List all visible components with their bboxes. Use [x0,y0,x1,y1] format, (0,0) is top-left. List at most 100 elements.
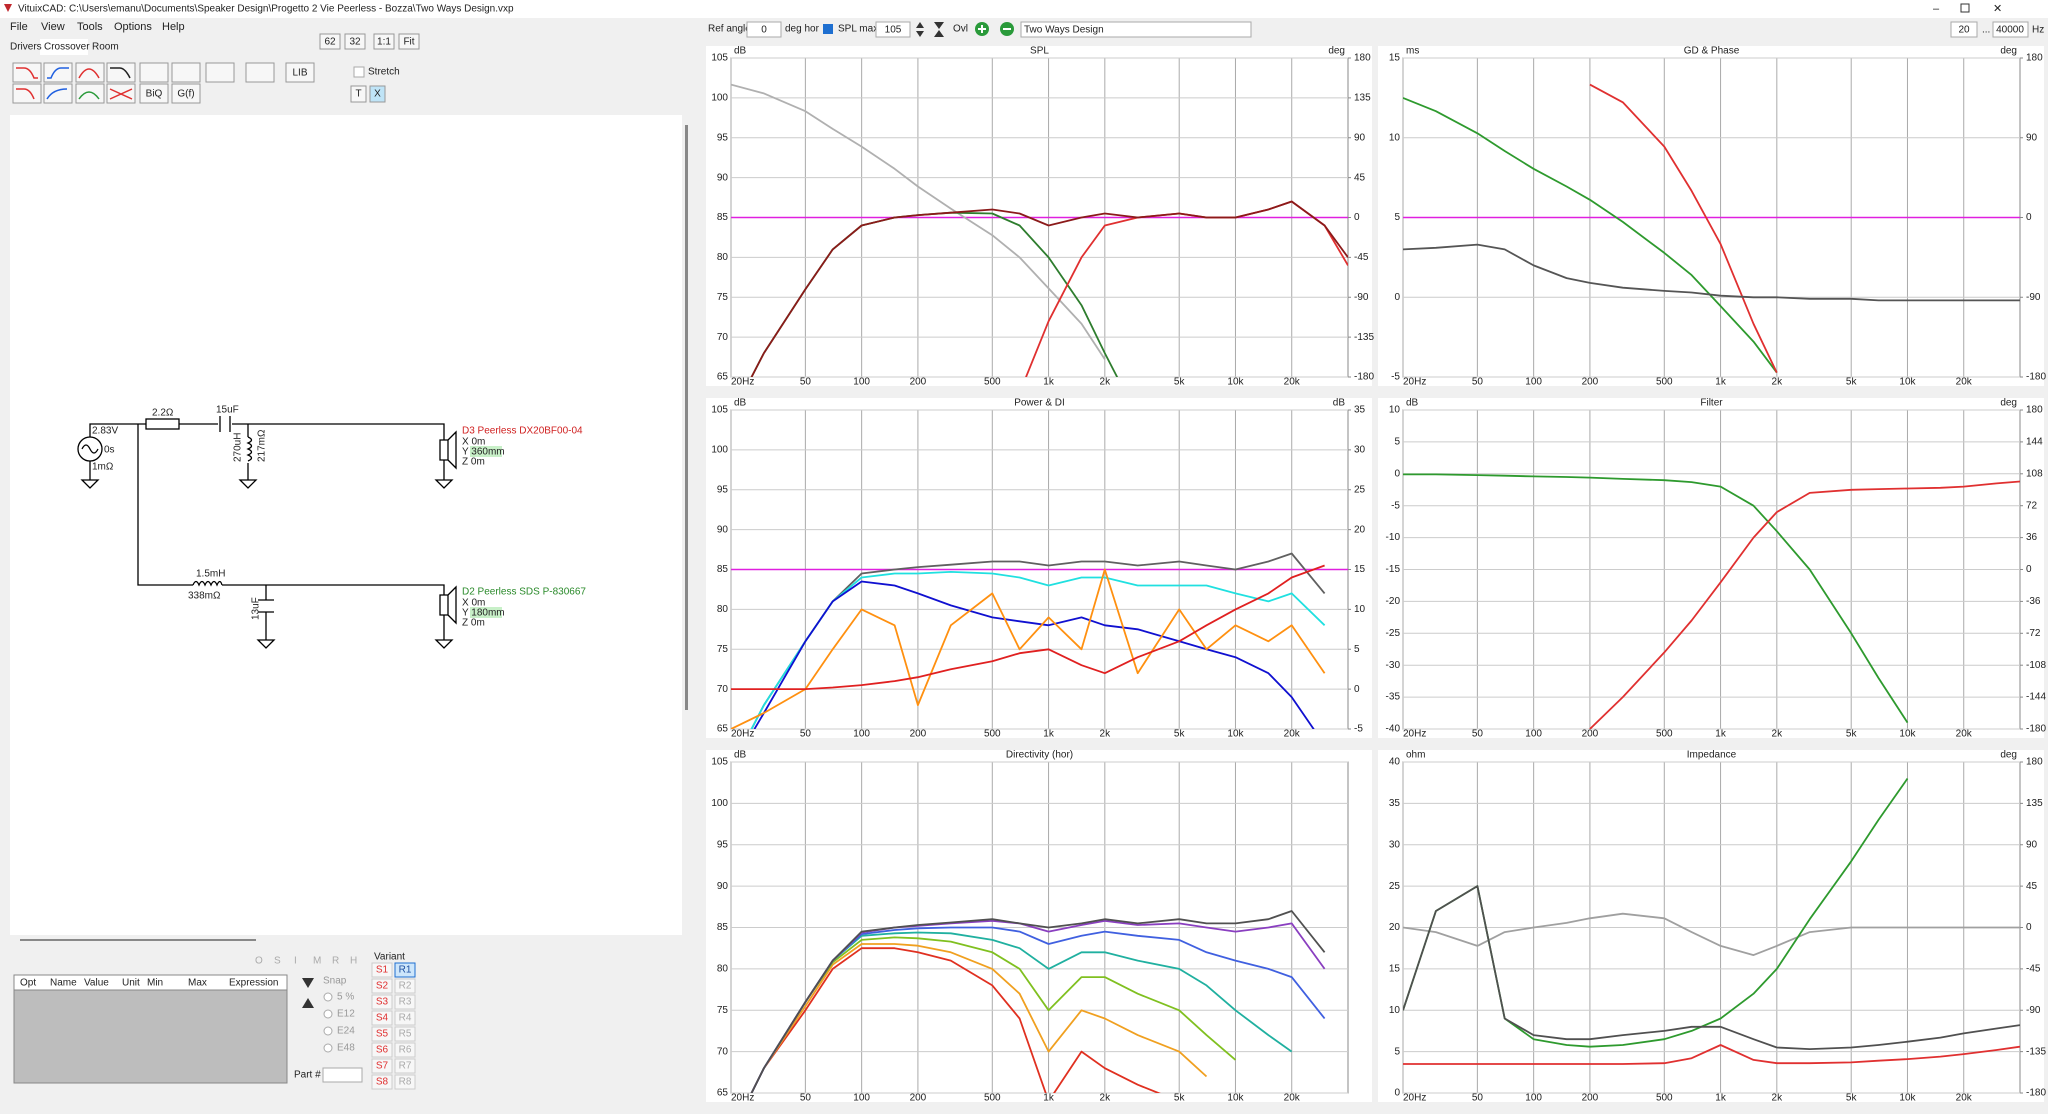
tool-button[interactable] [75,83,105,104]
spl-max-checkbox[interactable] [823,24,833,34]
part-label: Part # [294,1070,321,1081]
x-tick-label: 500 [1656,1093,1673,1104]
x-tick-label: 10k [1227,1093,1244,1104]
s-button[interactable] [371,978,393,994]
maximize[interactable] [1960,3,1970,13]
resistor [145,418,180,430]
r-button[interactable] [394,1058,416,1074]
snap-option: E24 [337,1026,355,1037]
s-button[interactable] [371,962,393,978]
snap-radio[interactable] [323,1009,333,1019]
y-tick-label: 0 [1394,292,1400,303]
tool-button[interactable] [75,62,105,83]
tab[interactable]: Room [92,42,119,53]
opt-button[interactable]: O [255,956,263,967]
y2-tick-label: 180 [2026,53,2043,64]
opt-button[interactable]: R [332,956,339,967]
r-button[interactable] [394,978,416,994]
s-button[interactable] [371,1010,393,1026]
source-resistance: 1mΩ [92,462,114,473]
y2-unit: deg [2000,46,2017,57]
tool-button[interactable] [139,83,169,104]
y-tick-label: 65 [717,724,729,735]
f-min-input[interactable] [1950,21,1978,38]
zoom-button[interactable] [373,33,395,50]
close[interactable]: ✕ [1993,3,2002,15]
schematic-canvas[interactable] [10,115,682,935]
r-button[interactable] [394,962,416,978]
s-button[interactable] [371,1026,393,1042]
y-tick-label: 20 [1389,922,1401,933]
tool-button[interactable] [369,85,386,103]
tab[interactable]: Crossover [44,42,90,53]
snap-radio[interactable] [323,992,333,1002]
opt-button[interactable]: M [313,956,321,967]
zoom-button[interactable] [344,33,366,50]
r-button[interactable] [394,994,416,1010]
x-tick-label: 10k [1899,377,1916,388]
spl-max-input[interactable] [875,21,911,38]
y-tick-label: -35 [1386,692,1401,703]
parameter-table[interactable] [13,974,288,1084]
chart-title: GD & Phase [1684,46,1740,57]
zoom-button[interactable] [319,33,341,50]
y2-tick-label: 72 [2026,500,2038,511]
y2-tick-label: 15 [1354,564,1366,575]
r-button[interactable] [394,1042,416,1058]
menu-item[interactable]: View [41,21,65,33]
tool-button[interactable] [43,62,73,83]
snap-radio[interactable] [323,1043,333,1053]
tool-button[interactable] [205,62,235,83]
stretch-checkbox[interactable] [353,66,365,78]
y-tick-label: -20 [1386,596,1401,607]
tool-button[interactable] [43,83,73,104]
ref-angle-input[interactable] [746,21,782,38]
tool-button[interactable] [106,62,136,83]
s-button[interactable] [371,994,393,1010]
s-button[interactable] [371,1042,393,1058]
y-tick-label: 15 [1389,53,1401,64]
menu-item[interactable]: File [10,21,28,33]
r-label: R7 [399,1061,412,1072]
menu-item[interactable]: Tools [77,21,103,33]
s-button[interactable] [371,1058,393,1074]
y-tick-label: -5 [1391,372,1400,383]
x-tick-label: 1k [1043,729,1055,740]
f-max-input[interactable] [1992,21,2029,38]
x-tick-label: 5k [1846,1093,1858,1104]
tool-button[interactable] [171,62,201,83]
y-tick-label: 10 [1389,132,1401,143]
tool-button[interactable] [350,85,367,103]
r-button[interactable] [394,1074,416,1090]
x-tick-label: 10k [1899,1093,1916,1104]
r-button[interactable] [394,1010,416,1026]
tool-button[interactable] [12,83,42,104]
design-name-box[interactable] [1020,21,1252,38]
r-button[interactable] [394,1026,416,1042]
spin-buttons[interactable] [916,22,944,37]
scrollbar[interactable] [685,125,688,710]
part-input[interactable] [322,1067,363,1083]
app-icon [4,4,12,12]
opt-button[interactable]: H [350,956,357,967]
minimize[interactable]: – [1933,3,1940,15]
opt-button[interactable]: I [294,956,297,967]
menu-item[interactable]: Options [114,21,152,33]
r-label: R6 [399,1045,412,1056]
tool-button[interactable] [245,62,275,83]
tool-button[interactable] [139,62,169,83]
opt-button[interactable]: S [274,956,281,967]
lib-button[interactable] [285,62,315,83]
x-tick-label: 1k [1715,377,1727,388]
move-arrows[interactable] [302,978,314,1008]
tool-button[interactable] [171,83,201,104]
tool-button[interactable] [12,62,42,83]
snap-radio[interactable] [323,1026,333,1036]
y-tick-label: 65 [717,372,729,383]
s-button[interactable] [371,1074,393,1090]
zoom-button[interactable] [398,33,420,50]
menu-item[interactable]: Help [162,21,185,33]
tab[interactable]: Drivers [10,42,42,53]
x-tick-label: 1k [1715,729,1727,740]
